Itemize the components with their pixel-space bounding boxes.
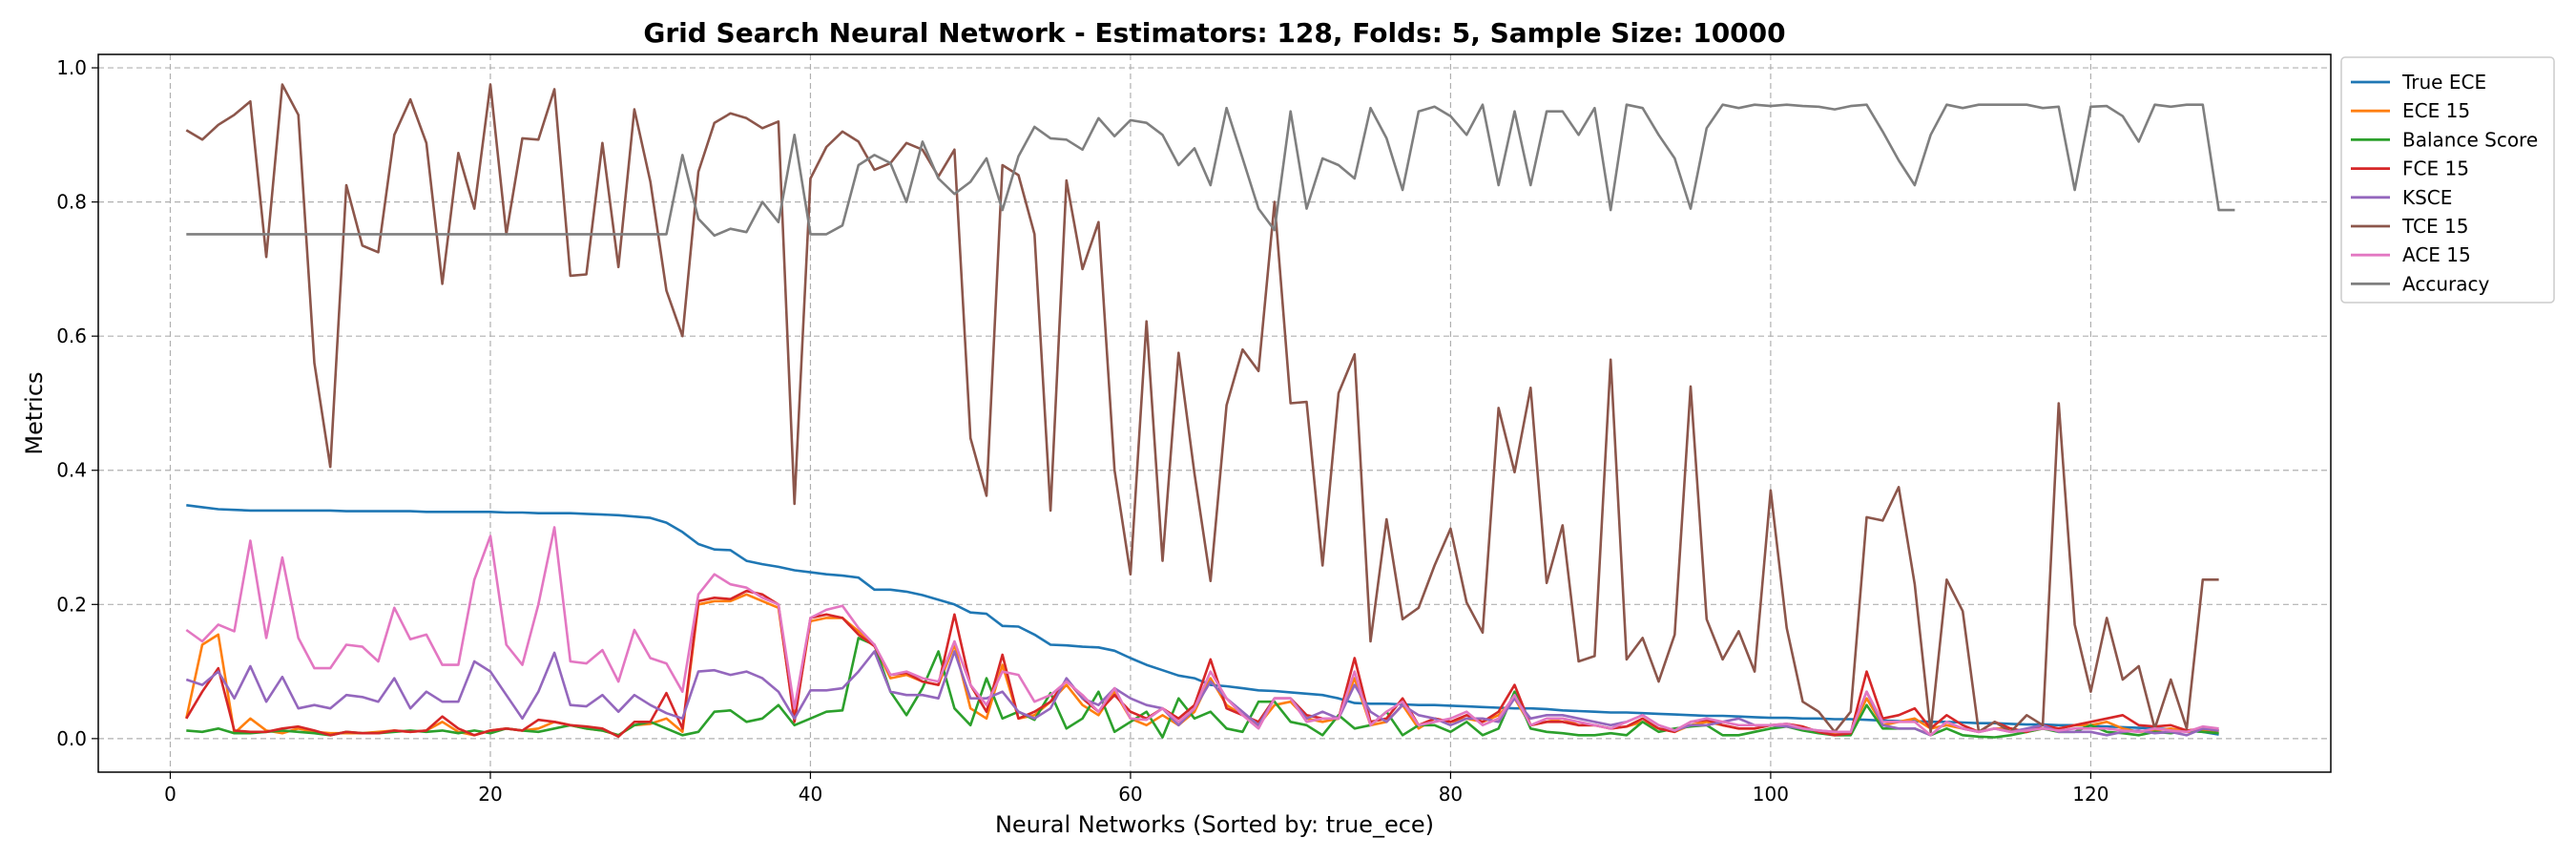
legend-frame [2340,56,2555,304]
series-line-tce-15 [185,83,2219,734]
y-axis-label: Metrics [21,371,48,454]
legend-label: ACE 15 [2402,243,2471,266]
grid [98,54,2331,772]
series-line-balance-score [186,637,2219,739]
legend-label: ECE 15 [2402,99,2470,122]
x-tick-label: 20 [478,783,502,806]
series-lines [185,83,2235,739]
chart-title: Grid Search Neural Network - Estimators:… [643,17,1785,49]
legend-label: Accuracy [2402,272,2489,295]
legend-label: FCE 15 [2402,157,2469,180]
legend-item-ksce: KSCE [2351,186,2452,209]
y-tick-label: 0.6 [56,325,87,347]
x-tick-label: 0 [164,783,177,806]
x-tick-label: 100 [1753,783,1789,806]
legend-label: True ECE [2401,71,2486,94]
x-axis-label: Neural Networks (Sorted by: true_ece) [995,811,1434,838]
legend-item-accuracy: Accuracy [2351,272,2489,295]
x-tick-label: 40 [799,783,822,806]
legend-label: Balance Score [2402,128,2538,151]
legend-label: TCE 15 [2401,215,2468,238]
y-tick-label: 1.0 [56,56,87,79]
plot-frame [97,53,2332,773]
legend-item-balance-score: Balance Score [2351,128,2538,151]
y-tick-label: 0.4 [56,459,87,482]
legend-item-tce-15: TCE 15 [2351,215,2468,238]
y-tick-label: 0.2 [56,593,87,616]
series-line-fce-15 [185,589,2219,739]
y-tick-label: 0.0 [56,727,87,750]
series-line-accuracy [186,103,2235,238]
legend-item-true-ece: True ECE [2351,71,2486,94]
x-tick-label: 120 [2072,783,2109,806]
legend-item-fce-15: FCE 15 [2351,157,2469,180]
legend-item-ece-15: ECE 15 [2351,99,2470,122]
x-tick-label: 80 [1439,783,1463,806]
series-line-ace-15 [185,526,2219,737]
legend: True ECE ECE 15 Balance Score FCE 15 KSCE TCE… [2340,56,2555,304]
x-tick-label: 60 [1118,783,1142,806]
y-tick-label: 0.8 [56,191,87,214]
series-line-ksce [185,650,2219,737]
legend-label: KSCE [2402,186,2452,209]
legend-items: True ECE ECE 15 Balance Score FCE 15 KSCE TCE… [2351,71,2538,295]
axis-ticks: 0 20 40 60 80 100 120 0.0 0.2 0.4 0.6 0.8 1.0 [56,56,2109,806]
legend-item-ace-15: ACE 15 [2351,243,2471,266]
